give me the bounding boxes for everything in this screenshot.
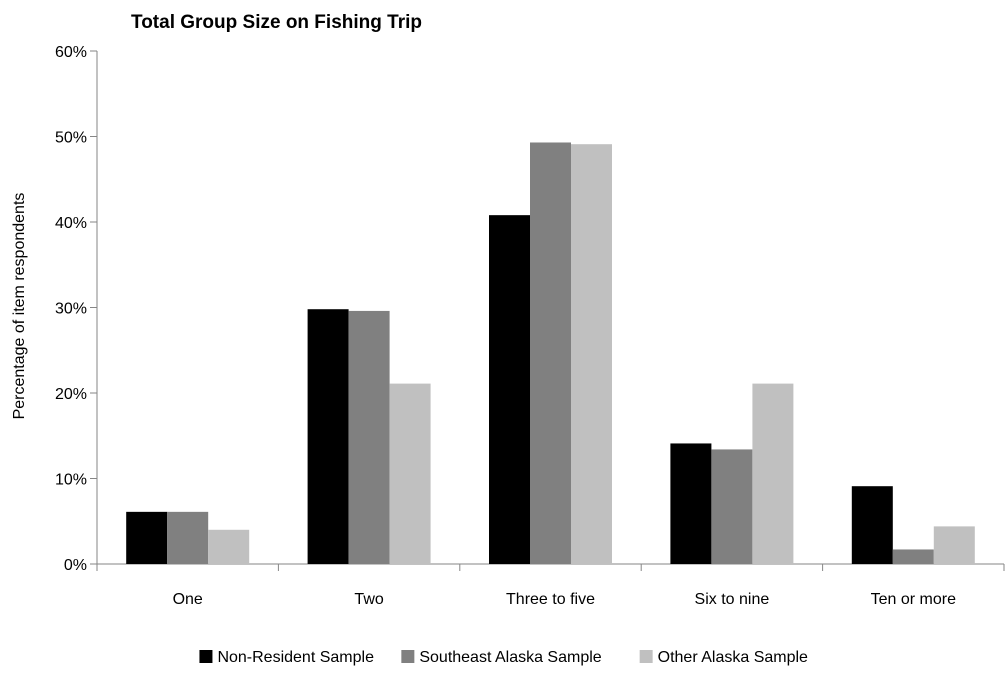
- bar: [933, 526, 975, 564]
- bar: [571, 144, 612, 564]
- y-tick-label: 30%: [55, 301, 87, 318]
- y-tick-label: 10%: [55, 472, 87, 489]
- legend-label: Non-Resident Sample: [217, 649, 374, 666]
- x-tick-label: Ten or more: [871, 591, 956, 608]
- chart-title: Total Group Size on Fishing Trip: [131, 12, 422, 33]
- legend-swatch: [401, 650, 415, 663]
- bar: [348, 310, 390, 564]
- y-tick-label: 0%: [64, 557, 87, 574]
- bar: [711, 449, 753, 564]
- bars: [126, 142, 975, 565]
- x-tick-label: One: [173, 591, 203, 608]
- x-tick-label: Two: [354, 591, 383, 608]
- bar: [208, 529, 250, 564]
- legend-swatch: [639, 650, 653, 663]
- y-tick-label: 50%: [55, 130, 87, 147]
- bar: [126, 511, 168, 564]
- legend-swatch: [199, 650, 213, 663]
- legend-label: Southeast Alaska Sample: [419, 649, 601, 666]
- x-tick-label: Three to five: [506, 591, 595, 608]
- bar: [307, 309, 349, 564]
- y-tick-label: 20%: [55, 386, 87, 403]
- bar: [851, 486, 893, 564]
- legend: Non-Resident Sample Southeast Alaska Samp…: [199, 649, 808, 666]
- y-tick-label: 60%: [55, 44, 87, 61]
- x-axis: One Two Three to five Six to nine Ten or mor…: [96, 563, 1005, 608]
- bar: [892, 549, 934, 564]
- bar: [670, 443, 712, 564]
- y-axis-label: Percentage of item respondents: [11, 193, 28, 420]
- x-tick-label: Six to nine: [695, 591, 770, 608]
- bar: [389, 383, 431, 564]
- legend-label: Other Alaska Sample: [658, 649, 808, 666]
- bar: [530, 142, 571, 565]
- bar: [489, 215, 530, 564]
- bar: [752, 383, 794, 564]
- y-axis: 0% 10% 20% 30% 40% 50% 60%: [55, 44, 98, 574]
- y-tick-label: 40%: [55, 215, 87, 232]
- bar: [167, 511, 209, 564]
